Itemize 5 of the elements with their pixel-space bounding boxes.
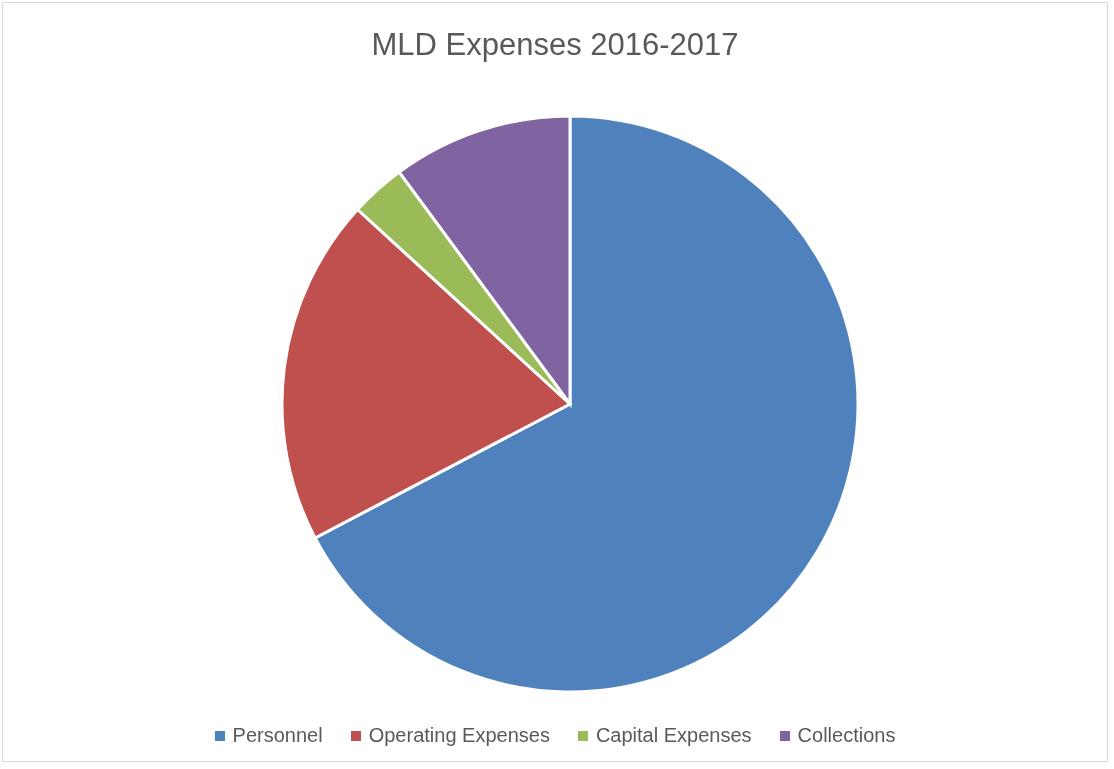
chart-title: MLD Expenses 2016-2017 bbox=[370, 27, 740, 63]
legend-label: Collections bbox=[796, 724, 896, 747]
legend-label: Capital Expenses bbox=[594, 724, 752, 747]
legend-label: Personnel bbox=[231, 724, 323, 747]
legend-label: Operating Expenses bbox=[367, 724, 550, 747]
